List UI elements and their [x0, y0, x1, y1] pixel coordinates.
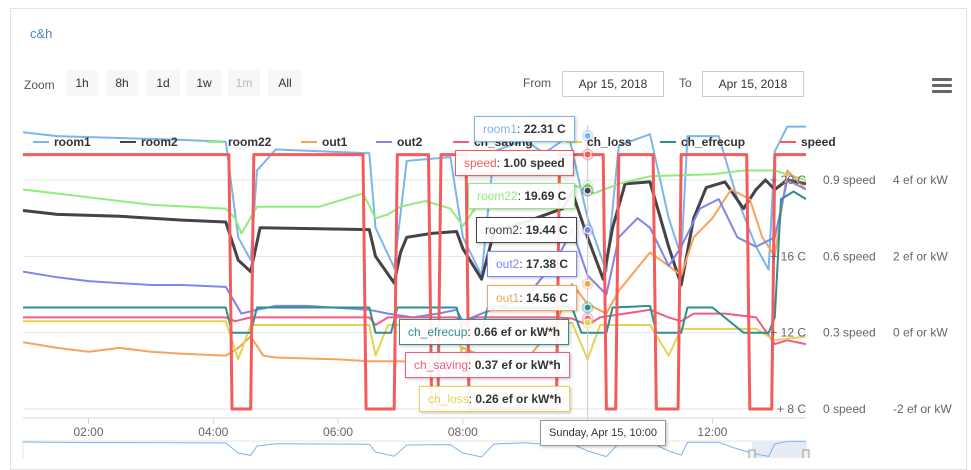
- tooltip-separator: :: [519, 257, 527, 271]
- tooltip-label: ch_saving: [414, 358, 469, 372]
- tooltip-value: 22.31 C: [523, 122, 566, 136]
- y-axis-2-label: 2 ef or kW: [893, 249, 948, 263]
- y-axis-0-label: + 8 C: [777, 402, 806, 416]
- tooltip-label: out1: [496, 291, 520, 305]
- series-line-ch_saving: [23, 308, 806, 346]
- tooltip-separator: :: [519, 223, 526, 237]
- tooltip-ch_saving: ch_saving: 0.37 ef or kW*h: [405, 352, 570, 378]
- tooltip-label: out2: [496, 257, 520, 271]
- zoom-1d-button[interactable]: 1d: [146, 70, 180, 96]
- y-axis-2-label: 4 ef or kW: [893, 173, 948, 187]
- tooltip-value: 0.66 ef or kW*h: [474, 325, 561, 339]
- tooltip-separator: :: [467, 325, 475, 339]
- tooltip-separator: :: [496, 156, 504, 170]
- to-label: To: [679, 76, 692, 90]
- legend-item-ch_loss: ch_loss: [587, 135, 632, 149]
- tooltip-speed: speed: 1.00 speed: [455, 150, 574, 176]
- y-axis-1-label: 0.3 speed: [823, 326, 876, 340]
- tooltip-label: speed: [464, 156, 497, 170]
- hamburger-menu-icon[interactable]: [932, 78, 952, 94]
- x-tick-label: 12:00: [697, 425, 727, 439]
- hover-point-room1: [583, 131, 592, 140]
- legend-item-room22: room22: [228, 135, 272, 149]
- tooltip-label: room2: [485, 223, 520, 237]
- tooltip-value: 0.26 ef or kW*h: [475, 392, 562, 406]
- hover-point-room2: [583, 186, 592, 195]
- tooltip-separator: :: [468, 392, 476, 406]
- tooltip-room22: room22: 19.69 C: [468, 183, 576, 209]
- tooltip-separator: :: [519, 291, 527, 305]
- legend-item-room2: room2: [141, 135, 178, 149]
- legend-item-ch_efrecup: ch_efrecup: [681, 135, 745, 149]
- tooltip-out2: out2: 17.38 C: [487, 251, 578, 277]
- tooltip-separator: :: [517, 122, 524, 136]
- hover-point-ch_loss: [583, 318, 592, 327]
- legend-item-out1: out1: [322, 135, 348, 149]
- zoom-label: Zoom: [24, 78, 55, 92]
- hover-point-ch_efrecup: [583, 303, 592, 312]
- y-axis-1-label: 0.6 speed: [823, 249, 876, 263]
- y-axis-1-label: 0.9 speed: [823, 173, 876, 187]
- legend-item-room1: room1: [54, 135, 91, 149]
- tooltip-value: 1.00 speed: [503, 156, 565, 170]
- zoom-1m-button: 1m: [228, 70, 260, 96]
- navigator-handle-right: [802, 449, 810, 458]
- tooltip-room1: room1: 22.31 C: [474, 116, 575, 142]
- from-label: From: [523, 76, 551, 90]
- legend-item-out2: out2: [397, 135, 423, 149]
- tooltip-label: ch_loss: [428, 392, 469, 406]
- y-axis-0-label: + 16 C: [770, 249, 806, 263]
- zoom-1h-button[interactable]: 1h: [66, 70, 98, 96]
- y-axis-0-label: + 20 C: [770, 173, 806, 187]
- y-axis-2-label: -2 ef or kW: [893, 402, 952, 416]
- tooltip-label: ch_efrecup: [408, 325, 468, 339]
- tooltip-value: 17.38 C: [526, 257, 569, 271]
- tooltip-separator: :: [468, 358, 475, 372]
- navigator: [22, 440, 807, 458]
- navigator-handle-left: [748, 449, 756, 458]
- navigator-series: [22, 440, 806, 458]
- zoom-all-button[interactable]: All: [268, 70, 302, 96]
- tooltip-ch_loss: ch_loss: 0.26 ef or kW*h: [419, 386, 571, 412]
- crosshair-date-label: Sunday, Apr 15, 10:00: [540, 420, 667, 446]
- series-line-room1: [23, 125, 806, 277]
- tooltip-value: 19.44 C: [525, 223, 568, 237]
- zoom-8h-button[interactable]: 8h: [106, 70, 138, 96]
- tooltip-room2: room2: 19.44 C: [476, 217, 577, 243]
- tooltip-value: 19.69 C: [524, 189, 567, 203]
- hover-point-out2: [583, 225, 592, 234]
- series-line-room22: [23, 169, 806, 235]
- hover-point-out1: [583, 279, 592, 288]
- to-date-input[interactable]: [702, 71, 804, 97]
- zoom-1w-button[interactable]: 1w: [187, 70, 221, 96]
- x-tick-label: 08:00: [448, 425, 478, 439]
- tooltip-label: room22: [477, 189, 518, 203]
- chart-title: c&h: [30, 26, 53, 41]
- x-tick-label: 06:00: [323, 425, 353, 439]
- y-axis-1-label: 0 speed: [823, 402, 866, 416]
- y-axis-2-label: 0 ef or kW: [893, 326, 948, 340]
- from-date-input[interactable]: [562, 71, 664, 97]
- tooltip-label: room1: [483, 122, 518, 136]
- x-tick-label: 02:00: [73, 425, 103, 439]
- tooltip-separator: :: [517, 189, 525, 203]
- tooltip-value: 0.37 ef or kW*h: [474, 358, 561, 372]
- series-line-out2: [23, 179, 806, 323]
- navigator-selection: [752, 441, 806, 458]
- tooltip-out1: out1: 14.56 C: [487, 285, 578, 311]
- x-tick-label: 04:00: [198, 425, 228, 439]
- tooltip-ch_efrecup: ch_efrecup: 0.66 ef or kW*h: [399, 319, 570, 345]
- legend-item-speed: speed: [801, 135, 836, 149]
- hover-point-speed: [583, 150, 592, 159]
- y-axis-0-label: + 12 C: [770, 326, 806, 340]
- tooltip-value: 14.56 C: [526, 291, 569, 305]
- series-line-ch_efrecup: [23, 190, 806, 334]
